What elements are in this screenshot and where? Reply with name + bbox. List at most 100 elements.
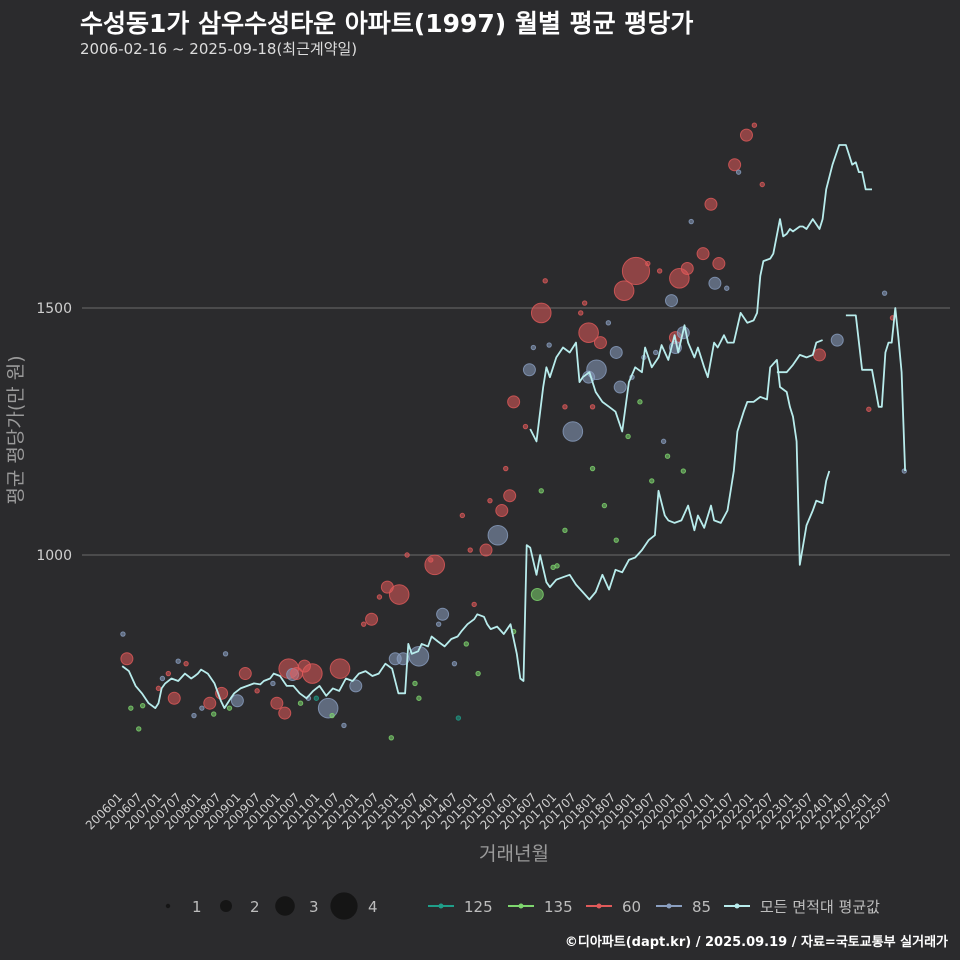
scatter-points xyxy=(120,122,908,741)
series-legend-label: 85 xyxy=(692,898,711,916)
data-point-85 xyxy=(408,645,430,667)
data-point-60 xyxy=(270,696,284,710)
data-point-85 xyxy=(230,694,244,708)
series-legend-label: 135 xyxy=(544,898,573,916)
data-point-135 xyxy=(211,711,217,717)
data-point-85 xyxy=(435,621,442,627)
data-point-60 xyxy=(581,300,588,306)
data-point-85 xyxy=(317,697,339,719)
data-point-60 xyxy=(522,423,529,430)
data-point-60 xyxy=(503,465,509,472)
data-point-135 xyxy=(664,453,671,459)
data-point-85 xyxy=(120,631,126,637)
data-point-60 xyxy=(302,663,323,684)
data-point-60 xyxy=(589,404,596,410)
data-point-135 xyxy=(226,705,233,711)
series-legend-label: 125 xyxy=(464,898,493,916)
data-point-60 xyxy=(479,543,493,557)
data-point-85 xyxy=(708,276,722,290)
series-legend-label: 60 xyxy=(622,898,641,916)
data-point-135 xyxy=(680,468,687,474)
data-point-85 xyxy=(175,658,181,664)
data-point-85 xyxy=(664,294,678,308)
average-line xyxy=(121,144,906,709)
average-line-segment xyxy=(845,307,906,472)
data-point-135 xyxy=(463,641,469,647)
series-legend-dot xyxy=(438,903,444,909)
data-point-60 xyxy=(183,660,189,667)
data-point-85 xyxy=(735,169,742,175)
data-point-135 xyxy=(589,465,596,472)
x-axis-title: 거래년월 xyxy=(479,843,549,865)
data-point-60 xyxy=(593,336,607,350)
data-point-60 xyxy=(471,601,477,608)
data-point-85 xyxy=(609,345,623,359)
data-point-135 xyxy=(613,537,619,543)
series-legend-dot xyxy=(596,903,602,909)
data-point-135 xyxy=(416,695,422,701)
data-point-60 xyxy=(656,268,663,274)
data-point-85 xyxy=(605,320,612,326)
data-point-60 xyxy=(696,247,710,261)
data-point-135 xyxy=(538,488,544,494)
data-point-60 xyxy=(238,667,252,681)
data-point-60 xyxy=(404,552,410,558)
data-point-60 xyxy=(759,181,765,188)
data-point-135 xyxy=(601,502,608,509)
data-point-60 xyxy=(167,691,181,705)
grid-lines xyxy=(82,307,950,556)
data-point-60 xyxy=(424,554,446,576)
size-legend-label: 1 xyxy=(192,898,202,916)
data-point-60 xyxy=(680,261,694,275)
data-point-85 xyxy=(546,342,552,348)
y-tick-label: 1000 xyxy=(36,548,72,564)
data-point-85 xyxy=(688,218,694,225)
data-point-60 xyxy=(459,512,466,519)
data-point-85 xyxy=(724,285,730,291)
data-point-85 xyxy=(436,607,450,621)
data-point-60 xyxy=(704,197,718,211)
data-point-60 xyxy=(866,406,872,412)
data-point-85 xyxy=(222,651,229,657)
data-point-85 xyxy=(159,675,166,682)
data-point-60 xyxy=(155,685,162,692)
data-point-85 xyxy=(349,679,363,693)
average-line-segment xyxy=(776,339,823,374)
data-point-60 xyxy=(751,122,758,128)
data-point-85 xyxy=(881,290,888,296)
data-point-60 xyxy=(621,256,651,286)
data-point-60 xyxy=(165,670,172,677)
average-line-segment xyxy=(121,359,831,709)
data-point-60 xyxy=(812,348,826,362)
data-point-85 xyxy=(660,438,667,445)
data-point-135 xyxy=(412,680,418,687)
data-point-60 xyxy=(739,128,753,142)
data-point-60 xyxy=(507,395,521,409)
y-axis-title: 평균 평당가(만 원) xyxy=(5,355,27,504)
data-point-135 xyxy=(530,588,544,602)
series-legend-dot xyxy=(734,903,740,909)
data-point-60 xyxy=(376,594,383,600)
data-point-60 xyxy=(254,688,260,694)
data-point-135 xyxy=(562,527,568,533)
data-point-60 xyxy=(329,658,351,679)
size-legend-label: 3 xyxy=(309,898,319,916)
data-point-135 xyxy=(388,735,395,741)
data-point-85 xyxy=(199,705,205,711)
data-point-85 xyxy=(270,680,276,687)
data-point-60 xyxy=(495,504,509,518)
data-point-85 xyxy=(586,359,607,381)
data-point-60 xyxy=(467,547,473,553)
size-legend-label: 2 xyxy=(250,898,260,916)
data-point-60 xyxy=(728,158,742,172)
data-point-60 xyxy=(645,260,651,267)
data-point-135 xyxy=(649,478,655,484)
series-legend-dot xyxy=(518,903,524,909)
size-legend-dot xyxy=(220,900,232,912)
data-point-85 xyxy=(341,722,347,729)
data-point-60 xyxy=(613,280,635,302)
data-point-60 xyxy=(203,696,217,710)
data-point-60 xyxy=(578,322,599,344)
data-point-125 xyxy=(455,715,462,721)
